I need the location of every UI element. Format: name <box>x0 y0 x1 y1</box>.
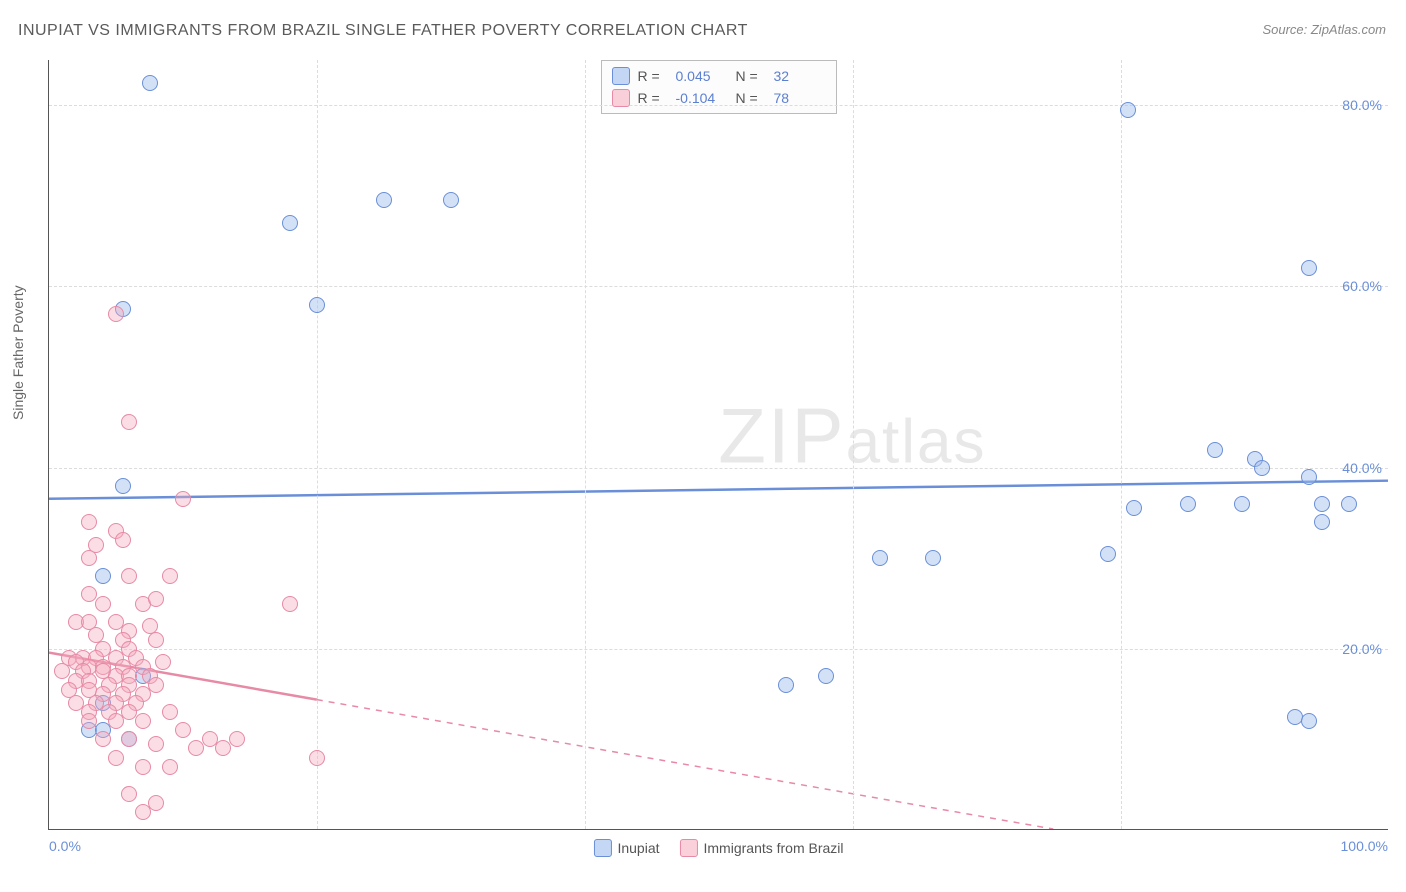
swatch-blue-icon <box>612 67 630 85</box>
gridline-h <box>49 468 1388 469</box>
data-point <box>148 677 164 693</box>
data-point <box>1341 496 1357 512</box>
data-point <box>162 759 178 775</box>
data-point <box>1301 713 1317 729</box>
data-point <box>309 750 325 766</box>
data-point <box>282 215 298 231</box>
data-point <box>376 192 392 208</box>
gridline-h <box>49 649 1388 650</box>
data-point <box>108 306 124 322</box>
source-attribution: Source: ZipAtlas.com <box>1262 22 1386 37</box>
y-axis-label: Single Father Poverty <box>10 285 26 420</box>
x-tick-min: 0.0% <box>49 838 81 854</box>
series-legend: Inupiat Immigrants from Brazil <box>593 839 843 857</box>
r-value: -0.104 <box>676 90 728 106</box>
n-label: N = <box>736 68 766 84</box>
data-point <box>162 568 178 584</box>
data-point <box>121 786 137 802</box>
chart-container: INUPIAT VS IMMIGRANTS FROM BRAZIL SINGLE… <box>0 0 1406 892</box>
data-point <box>215 740 231 756</box>
data-point <box>108 750 124 766</box>
legend-label: Immigrants from Brazil <box>704 840 844 856</box>
data-point <box>148 795 164 811</box>
data-point <box>95 568 111 584</box>
data-point <box>309 297 325 313</box>
data-point <box>1254 460 1270 476</box>
r-label: R = <box>638 90 668 106</box>
data-point <box>108 713 124 729</box>
y-tick-label: 40.0% <box>1342 460 1382 476</box>
data-point <box>148 632 164 648</box>
data-point <box>142 75 158 91</box>
trend-lines <box>49 60 1388 829</box>
data-point <box>229 731 245 747</box>
legend-item-inupiat: Inupiat <box>593 839 659 857</box>
watermark-zip: ZIP <box>718 391 845 479</box>
gridline-v <box>853 60 854 829</box>
data-point <box>1207 442 1223 458</box>
data-point <box>148 736 164 752</box>
data-point <box>135 759 151 775</box>
n-value: 32 <box>774 68 826 84</box>
y-tick-label: 60.0% <box>1342 278 1382 294</box>
data-point <box>121 568 137 584</box>
data-point <box>155 654 171 670</box>
data-point <box>135 804 151 820</box>
data-point <box>818 668 834 684</box>
data-point <box>1314 514 1330 530</box>
data-point <box>148 591 164 607</box>
data-point <box>443 192 459 208</box>
y-tick-label: 20.0% <box>1342 641 1382 657</box>
data-point <box>162 704 178 720</box>
data-point <box>1301 469 1317 485</box>
data-point <box>95 731 111 747</box>
n-label: N = <box>736 90 766 106</box>
data-point <box>1314 496 1330 512</box>
n-value: 78 <box>774 90 826 106</box>
data-point <box>282 596 298 612</box>
data-point <box>175 722 191 738</box>
gridline-v <box>317 60 318 829</box>
swatch-pink-icon <box>680 839 698 857</box>
plot-area: ZIPatlas R = 0.045 N = 32 R = -0.104 N =… <box>48 60 1388 830</box>
gridline-v <box>585 60 586 829</box>
gridline-v <box>1121 60 1122 829</box>
gridline-h <box>49 105 1388 106</box>
data-point <box>121 731 137 747</box>
data-point <box>1100 546 1116 562</box>
r-value: 0.045 <box>676 68 728 84</box>
legend-item-brazil: Immigrants from Brazil <box>680 839 844 857</box>
data-point <box>121 414 137 430</box>
data-point <box>1126 500 1142 516</box>
legend-label: Inupiat <box>617 840 659 856</box>
data-point <box>81 713 97 729</box>
data-point <box>115 478 131 494</box>
data-point <box>95 596 111 612</box>
data-point <box>188 740 204 756</box>
data-point <box>175 491 191 507</box>
data-point <box>872 550 888 566</box>
data-point <box>1301 260 1317 276</box>
data-point <box>1234 496 1250 512</box>
x-tick-max: 100.0% <box>1341 838 1388 854</box>
gridline-h <box>49 286 1388 287</box>
y-tick-label: 80.0% <box>1342 97 1382 113</box>
data-point <box>81 514 97 530</box>
data-point <box>778 677 794 693</box>
legend-row-inupiat: R = 0.045 N = 32 <box>612 65 826 87</box>
watermark-atlas: atlas <box>846 407 987 476</box>
data-point <box>1120 102 1136 118</box>
data-point <box>135 713 151 729</box>
chart-title: INUPIAT VS IMMIGRANTS FROM BRAZIL SINGLE… <box>18 22 748 40</box>
r-label: R = <box>638 68 668 84</box>
data-point <box>925 550 941 566</box>
data-point <box>81 550 97 566</box>
data-point <box>115 532 131 548</box>
data-point <box>1180 496 1196 512</box>
swatch-blue-icon <box>593 839 611 857</box>
